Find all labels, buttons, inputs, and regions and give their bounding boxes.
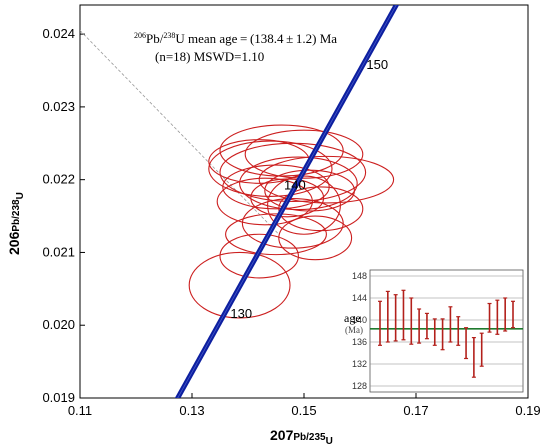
concordia-age-labels: 130 140 150 <box>230 57 388 321</box>
inset-error-bar <box>393 294 398 342</box>
error-ellipse <box>264 169 355 212</box>
inset-error-bars <box>378 289 515 378</box>
x-axis-title: 207Pb/235U <box>270 427 333 447</box>
inset-tick-label: 136 <box>352 337 367 347</box>
inset-yunit: (Ma) <box>345 325 363 335</box>
inset-error-bar <box>464 327 469 360</box>
y-axis-title: 206Pb/238U <box>6 192 26 255</box>
y-tick-label: 0.021 <box>42 244 75 259</box>
inset-error-bar <box>487 302 492 333</box>
inset-error-bar <box>471 337 476 378</box>
concordia-centerline <box>177 5 397 398</box>
inset-error-bar <box>432 318 437 346</box>
axis-ticks: 0.11 0.13 0.15 0.17 0.19 0.019 0.020 0.021 0.022… <box>42 26 540 418</box>
inset-error-bar <box>495 299 500 335</box>
inset-tick-label: 140 <box>352 315 367 325</box>
age-label-140: 140 <box>284 177 306 192</box>
error-ellipse <box>278 186 364 232</box>
x-tick-label: 0.19 <box>515 403 540 418</box>
concordia-curve <box>174 5 400 398</box>
error-ellipse <box>188 251 291 319</box>
error-ellipse <box>258 155 395 204</box>
inset-tick-label: 148 <box>352 271 367 281</box>
inset-age-chart: 128 132 136 140 144 148 age (Ma) <box>344 269 524 393</box>
y-tick-label: 0.023 <box>42 99 75 114</box>
error-ellipse <box>216 177 313 226</box>
discordia-line <box>80 30 280 235</box>
error-ellipse <box>278 215 353 261</box>
inset-error-bar <box>448 306 453 343</box>
x-tick-label: 0.13 <box>179 403 204 418</box>
inset-error-bar <box>417 308 422 344</box>
y-tick-label: 0.020 <box>42 317 75 332</box>
inset-error-bar <box>456 316 461 346</box>
inset-error-bar <box>378 300 382 346</box>
x-tick-label: 0.15 <box>291 403 316 418</box>
error-ellipse <box>219 233 299 279</box>
inset-error-bar <box>424 312 429 340</box>
age-label-130: 130 <box>230 306 252 321</box>
inset-tick-label: 144 <box>352 293 367 303</box>
inset-tick-label: 128 <box>352 381 367 391</box>
y-tick-label: 0.024 <box>42 26 75 41</box>
inset-error-bar <box>503 297 508 332</box>
error-ellipse <box>239 156 358 211</box>
inset-error-bar <box>511 300 515 329</box>
inset-frame <box>369 269 524 393</box>
inset-error-bar <box>401 289 406 341</box>
inset-error-bar <box>385 290 390 343</box>
y-tick-label: 0.019 <box>42 390 75 405</box>
inset-error-bar <box>479 332 484 367</box>
inset-error-bar <box>409 297 414 345</box>
inset-error-bar <box>440 318 445 351</box>
inset-tick-label: 132 <box>352 359 367 369</box>
mean-age-annotation: 206Pb/238U mean age = (138.4 ± 1.2) Ma <box>134 31 337 46</box>
x-tick-label: 0.11 <box>68 403 92 418</box>
error-ellipse <box>244 129 364 179</box>
error-ellipse <box>219 142 367 203</box>
x-tick-label: 0.17 <box>403 403 428 418</box>
age-label-150: 150 <box>366 57 388 72</box>
inset-ylabel: age <box>344 311 361 325</box>
error-ellipse <box>208 140 333 197</box>
y-tick-label: 0.022 <box>42 172 75 187</box>
mswd-annotation: (n=18) MSWD=1.10 <box>155 49 264 64</box>
error-ellipse <box>225 213 327 256</box>
